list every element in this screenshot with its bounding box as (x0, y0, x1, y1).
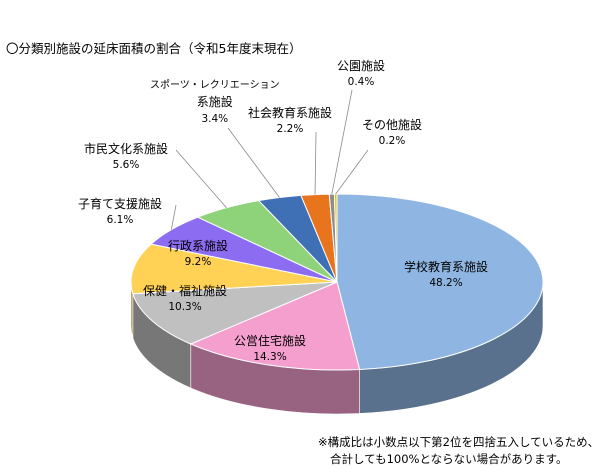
leader-line-6 (227, 127, 280, 198)
label-housing-name: 公営住宅施設 (234, 334, 307, 348)
leader-line-7 (314, 131, 317, 195)
label-other-name: その他施設 (362, 118, 423, 132)
label-childcare: 子育て支援施設 6.1% (78, 196, 162, 228)
slice-3 (130, 243, 338, 295)
label-school-name: 学校教育系施設 (404, 260, 489, 274)
label-sports-pct: 3.4% (201, 113, 229, 125)
label-other: その他施設 0.2% (362, 117, 422, 149)
leader-line-4 (170, 204, 177, 230)
label-childcare-pct: 6.1% (106, 214, 134, 226)
slice-2 (132, 281, 338, 345)
label-park-name: 公園施設 (337, 59, 386, 73)
label-other-pct: 0.2% (378, 135, 406, 147)
label-welfare: 保健・福祉施設 10.3% (143, 283, 227, 315)
label-culture-pct: 5.6% (112, 159, 140, 171)
label-school: 学校教育系施設 48.2% (404, 259, 488, 291)
label-culture: 市民文化系施設 5.6% (84, 141, 168, 173)
label-sports-name1: スポーツ・レクリエーション (150, 80, 280, 91)
label-admin: 行政系施設 9.2% (168, 238, 228, 270)
label-sports: スポーツ・レクリエーション 系施設 3.4% (150, 77, 280, 128)
leader-line-5 (175, 149, 227, 208)
label-park-pct: 0.4% (347, 76, 375, 88)
label-housing-pct: 14.3% (253, 351, 287, 363)
label-school-pct: 48.2% (429, 277, 463, 289)
footnote-line2: 合計しても100%とならない場合があります。 (330, 452, 568, 466)
label-park: 公園施設 0.4% (337, 58, 385, 90)
chart-title: 〇分類別施設の延床面積の割合（令和5年度末現在） (6, 41, 302, 56)
label-welfare-pct: 10.3% (168, 301, 202, 313)
label-admin-pct: 9.2% (184, 256, 212, 268)
label-sports-name2: 系施設 (196, 95, 233, 109)
footnote-line1: ※構成比は小数点以下第2位を四捨五入しているため、 (318, 435, 600, 449)
label-social-name: 社会教育系施設 (248, 106, 333, 120)
leader-line-9 (335, 149, 369, 195)
slice-1 (189, 281, 361, 371)
label-culture-name: 市民文化系施設 (84, 142, 169, 156)
slice-0 (336, 193, 544, 370)
label-welfare-name: 保健・福祉施設 (143, 284, 228, 298)
label-admin-name: 行政系施設 (168, 239, 229, 253)
label-childcare-name: 子育て支援施設 (78, 197, 163, 211)
label-housing: 公営住宅施設 14.3% (234, 333, 306, 365)
leader-line-8 (331, 89, 353, 195)
label-social-pct: 2.2% (276, 123, 304, 135)
label-social: 社会教育系施設 2.2% (248, 105, 332, 137)
